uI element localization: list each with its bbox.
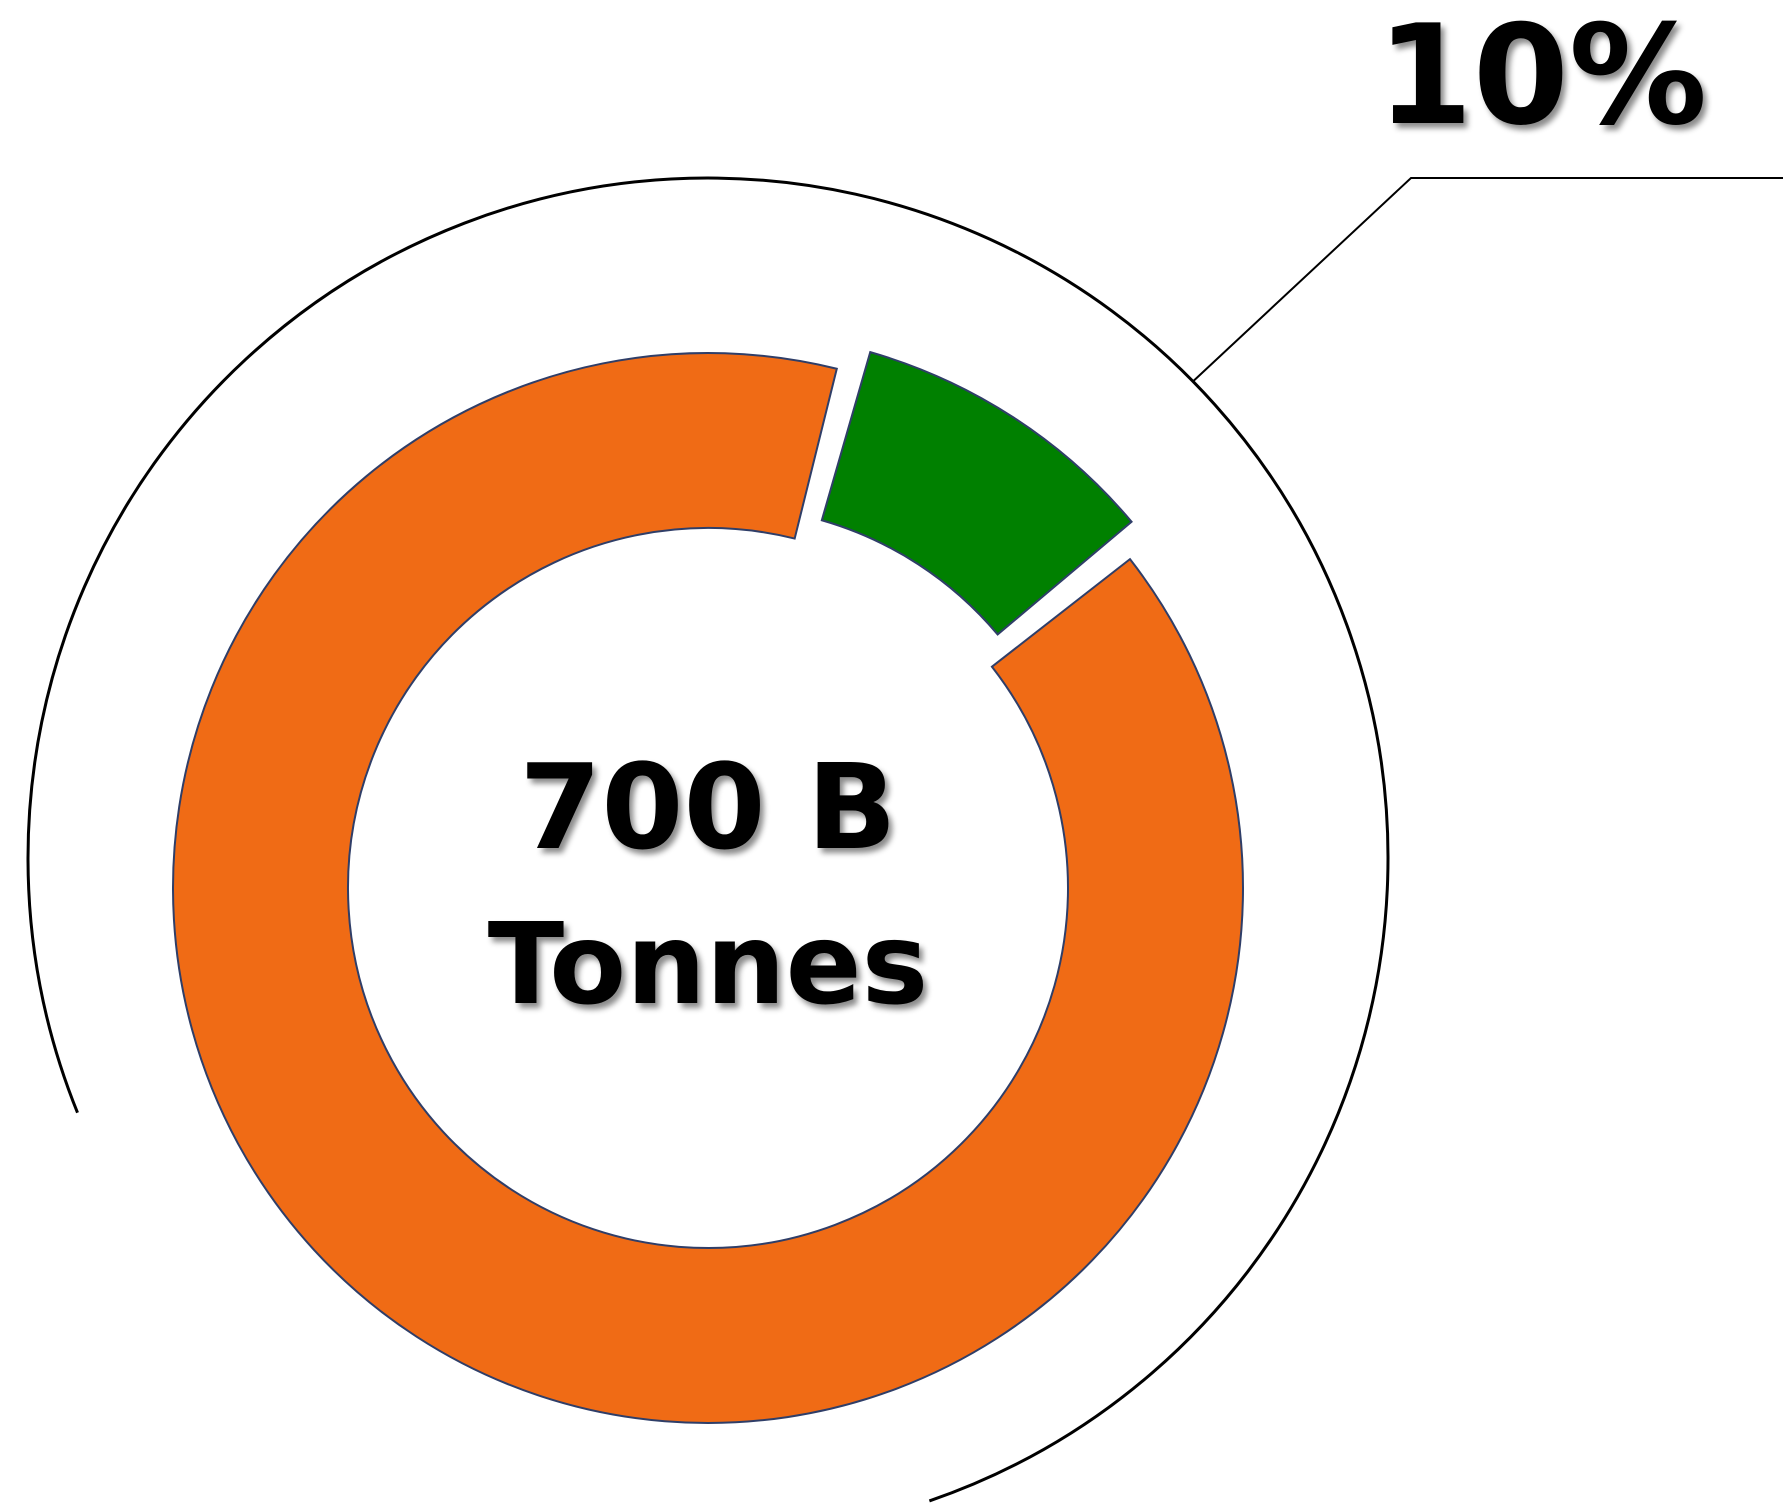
percent-annotation: 10% bbox=[1377, 0, 1707, 156]
center-unit-label: Tonnes bbox=[488, 900, 929, 1030]
donut-slices bbox=[172, 350, 1244, 1424]
center-value-label: 700 B bbox=[519, 738, 896, 876]
slice-green bbox=[820, 350, 1133, 636]
callout-leader-line bbox=[1192, 177, 1783, 383]
outer-guide-arc bbox=[26, 176, 1390, 1503]
slice-orange bbox=[172, 352, 1244, 1424]
